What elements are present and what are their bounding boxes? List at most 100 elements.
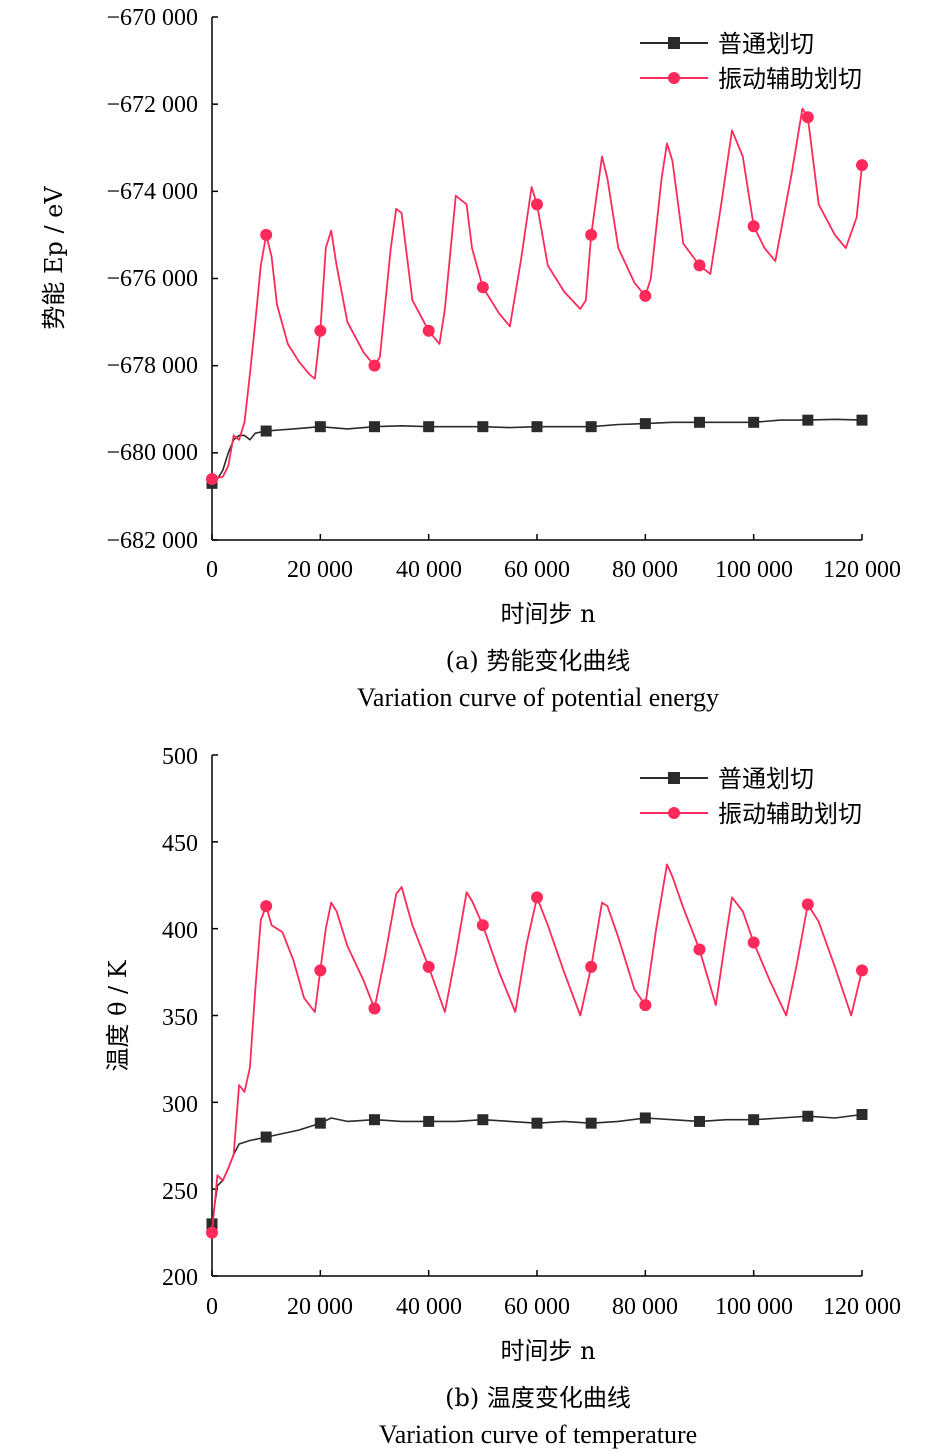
a-x-axis-label: 时间步 n [500, 600, 595, 628]
b-point-normal [802, 1110, 814, 1122]
b-ytick-label: 350 [162, 1005, 198, 1031]
a-legend-marker-normal [668, 37, 680, 49]
b-point-normal [477, 1114, 489, 1126]
b-point-vibration [801, 898, 814, 911]
b-xtick-label: 60 000 [504, 1294, 570, 1320]
a-point-vibration [531, 198, 543, 211]
b-point-vibration [368, 1002, 381, 1015]
b-x-tick-labels: 0 20 000 40 000 60 000 80 000 100 000 12… [206, 1294, 901, 1320]
b-legend-label-vibration: 振动辅助划切 [718, 800, 862, 828]
b-ytick-label: 400 [162, 918, 198, 944]
a-point-vibration [856, 159, 868, 172]
b-point-vibration [531, 891, 543, 904]
b-point-vibration [422, 960, 435, 973]
b-xtick-label: 20 000 [287, 1294, 353, 1320]
b-x-axis-label: 时间步 n [500, 1337, 595, 1365]
a-xtick-label: 40 000 [396, 557, 462, 583]
a-point-normal [748, 416, 760, 428]
plot-area-b [206, 754, 868, 1277]
b-caption-cn: (b) 温度变化曲线 [445, 1384, 631, 1412]
b-ytick-label: 500 [162, 744, 198, 770]
a-point-vibration [747, 220, 760, 233]
b-point-normal [260, 1131, 272, 1143]
a-xtick-label: 60 000 [504, 557, 570, 583]
b-point-normal [369, 1114, 380, 1126]
a-point-normal [856, 414, 868, 426]
a-x-tick-labels: 0 20 000 40 000 60 000 80 000 100 000 12… [206, 557, 901, 583]
b-point-vibration [585, 960, 598, 973]
a-point-normal [802, 414, 814, 426]
a-caption-en: Variation curve of potential energy [357, 683, 719, 712]
b-point-vibration [260, 900, 273, 913]
a-point-normal [694, 416, 705, 428]
b-xtick-label: 120 000 [823, 1294, 901, 1320]
a-point-vibration [314, 324, 327, 337]
a-xtick-label: 100 000 [715, 557, 793, 583]
b-ytick-label: 250 [162, 1179, 198, 1205]
plot-area-a [206, 16, 868, 541]
b-point-vibration [747, 936, 760, 949]
b-point-vibration [639, 999, 652, 1012]
a-legend-marker-vibration [668, 72, 680, 84]
b-xtick-label: 0 [206, 1294, 218, 1320]
b-xtick-label: 100 000 [715, 1294, 793, 1320]
a-legend-label-normal: 普通划切 [718, 30, 814, 58]
b-point-vibration [476, 919, 489, 932]
b-xtick-label: 80 000 [612, 1294, 678, 1320]
a-xtick-label: 120 000 [823, 557, 901, 583]
a-ytick-label: −676 000 [106, 266, 198, 292]
b-ytick-label: 300 [162, 1092, 198, 1118]
a-point-vibration [476, 281, 489, 294]
b-point-normal [856, 1108, 868, 1120]
b-legend-label-normal: 普通划切 [718, 765, 814, 793]
a-point-vibration [801, 111, 814, 124]
a-ytick-label: −682 000 [106, 528, 198, 554]
b-point-normal [585, 1117, 597, 1129]
b-y-axis-label: 温度 θ / K [104, 959, 132, 1071]
b-point-vibration [314, 964, 327, 977]
b-point-vibration [693, 943, 706, 956]
a-series-line-vibration [211, 107, 863, 480]
a-point-vibration [206, 472, 218, 485]
a-ytick-label: −680 000 [106, 440, 198, 466]
b-point-vibration [206, 1226, 218, 1239]
panel-b: 500 450 400 350 300 250 200 0 20 000 40 … [104, 744, 901, 1449]
a-ytick-label: −678 000 [106, 353, 198, 379]
b-ytick-label: 200 [162, 1265, 198, 1291]
b-legend: 普通划切 振动辅助划切 [640, 765, 862, 828]
a-ytick-label: −672 000 [106, 92, 198, 118]
a-legend-label-vibration: 振动辅助划切 [718, 65, 862, 93]
a-point-vibration [260, 228, 273, 241]
a-point-vibration [422, 324, 435, 337]
a-point-vibration [368, 359, 381, 372]
a-point-normal [639, 418, 651, 430]
a-point-normal [369, 421, 380, 433]
b-xtick-label: 40 000 [396, 1294, 462, 1320]
a-point-normal [314, 421, 326, 433]
b-point-normal [531, 1117, 543, 1129]
a-point-normal [260, 425, 272, 437]
a-xtick-label: 20 000 [287, 557, 353, 583]
a-point-normal [585, 421, 597, 433]
a-ytick-label: −674 000 [106, 179, 198, 205]
b-point-vibration [856, 964, 868, 977]
a-y-tick-labels: −670 000 −672 000 −674 000 −676 000 −678… [106, 5, 198, 554]
b-series-line-normal [211, 1113, 863, 1225]
a-point-vibration [693, 259, 706, 272]
b-ytick-label: 450 [162, 831, 198, 857]
a-ytick-label: −670 000 [106, 5, 198, 31]
b-point-normal [748, 1114, 760, 1126]
b-y-tick-labels: 500 450 400 350 300 250 200 [162, 744, 198, 1291]
b-point-normal [423, 1115, 435, 1127]
a-point-normal [531, 421, 543, 433]
a-point-normal [477, 421, 489, 433]
a-point-normal [423, 421, 435, 433]
a-xtick-label: 0 [206, 557, 218, 583]
b-series-line-vibration [211, 863, 863, 1233]
panel-a: −670 000 −672 000 −674 000 −676 000 −678… [40, 5, 901, 712]
b-point-normal [694, 1115, 705, 1127]
a-caption-cn: (a) 势能变化曲线 [446, 647, 631, 675]
a-y-axis-label: 势能 Ep / eV [40, 186, 68, 330]
b-legend-marker-normal [668, 772, 680, 784]
